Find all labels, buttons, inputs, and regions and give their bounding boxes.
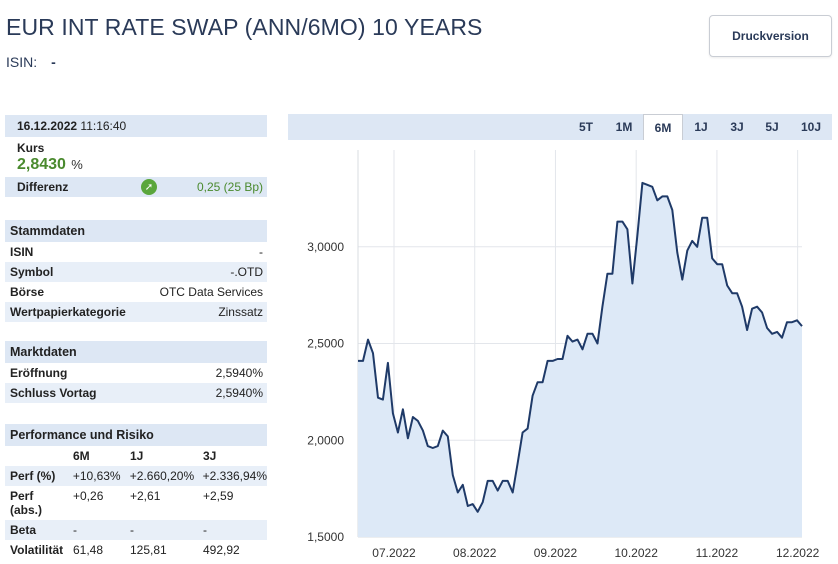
row-label: Beta: [10, 523, 37, 537]
price-chart[interactable]: 1,5000 2,0000 2,5000 3,0000 07.2022 08.2022 09…: [288, 114, 832, 564]
stammdaten-row: Börse OTC Data Services: [5, 282, 267, 302]
row-value: 2,5940%: [215, 386, 263, 400]
cell: -: [130, 523, 134, 537]
row-key: Börse: [10, 285, 45, 299]
stammdaten-heading: Stammdaten: [5, 220, 267, 242]
cell: +2.336,94%: [202, 469, 268, 483]
isin-value: -: [51, 54, 56, 70]
series-area: [358, 182, 802, 537]
stammdaten-row: ISIN -: [5, 242, 267, 262]
row-key: Symbol: [10, 265, 54, 279]
kurs-unit: %: [71, 157, 83, 172]
cell: 492,92: [203, 543, 240, 557]
difference-label: Differenz: [17, 180, 69, 194]
row-label: Perf (%): [10, 469, 56, 483]
kurs-label: Kurs: [17, 141, 45, 155]
cell: +2,59: [203, 489, 234, 503]
performance-row: Perf (abs.) +0,26 +2,61 +2,59: [5, 486, 267, 520]
x-tick-label: 11.2022: [696, 546, 739, 560]
tab-3j[interactable]: 3J: [730, 120, 744, 134]
performance-row: Perf (%) +10,63% +2.660,20% +2.336,94%: [5, 466, 267, 486]
cell: -: [203, 523, 207, 537]
row-label: Volatilität: [10, 543, 64, 557]
marktdaten-row: Eröffnung 2,5940%: [5, 363, 267, 383]
quote-date: 16.12.2022: [17, 119, 78, 133]
quote-datetime: 16.12.2022 11:16:40: [5, 115, 267, 137]
x-tick-label: 07.2022: [372, 546, 416, 560]
cell: 125,81: [130, 543, 167, 557]
x-tick-label: 10.2022: [614, 546, 658, 560]
series-line: [358, 181, 803, 513]
page-title: EUR INT RATE SWAP (ANN/6MO) 10 YEARS: [6, 14, 483, 40]
tab-1m[interactable]: 1M: [615, 120, 633, 134]
tab-5j[interactable]: 5J: [765, 120, 779, 134]
isin-line: ISIN: -: [6, 54, 56, 70]
kurs-value-line: 2,8430 %: [5, 156, 267, 174]
x-tick-label: 12.2022: [776, 546, 820, 560]
x-tick-label: 09.2022: [534, 546, 578, 560]
row-value: OTC Data Services: [159, 285, 263, 299]
row-key: Wertpapierkategorie: [10, 305, 126, 319]
chart-panel: 5T 1M 6M 1J 3J 5J 10J 1,5000 2,0000 2,5000…: [288, 114, 832, 564]
performance-header-row: 6M 1J 3J: [5, 446, 267, 466]
cell: -: [73, 523, 77, 537]
y-tick-label: 2,0000: [307, 433, 344, 447]
column-header: 6M: [73, 449, 90, 463]
tab-6m[interactable]: 6M: [643, 114, 683, 140]
row-value: 2,5940%: [215, 366, 263, 380]
x-tick-label: 08.2022: [453, 546, 497, 560]
y-tick-label: 1,5000: [307, 530, 344, 544]
row-value: -: [259, 245, 263, 259]
stammdaten-row: Wertpapierkategorie Zinssatz: [5, 302, 267, 322]
marktdaten-heading: Marktdaten: [5, 341, 267, 363]
performance-row: Beta - - -: [5, 520, 267, 540]
marktdaten-row: Schluss Vortag 2,5940%: [5, 383, 267, 403]
stammdaten-row: Symbol -.OTD: [5, 262, 267, 282]
tab-1j[interactable]: 1J: [694, 120, 708, 134]
print-version-button[interactable]: Druckversion: [709, 15, 832, 57]
column-header: 1J: [130, 449, 144, 463]
row-label: Perf (abs.): [10, 489, 43, 517]
cell: +0,26: [73, 489, 104, 503]
cell: 61,48: [73, 543, 104, 557]
performance-heading: Performance und Risiko: [5, 424, 267, 446]
cell: +2,61: [130, 489, 161, 503]
isin-label: ISIN:: [6, 54, 38, 70]
column-header: 3J: [203, 449, 217, 463]
row-key: ISIN: [10, 245, 34, 259]
left-panel: 16.12.2022 11:16:40 Kurs 2,8430 % Differ…: [5, 115, 267, 560]
tab-10j[interactable]: 10J: [800, 120, 822, 134]
y-tick-label: 2,5000: [307, 337, 344, 351]
y-tick-label: 3,0000: [307, 240, 344, 254]
row-value: -.OTD: [230, 265, 263, 279]
difference-row: Differenz ➚ 0,25 (25 Bp): [5, 177, 267, 197]
row-key: Eröffnung: [10, 366, 68, 380]
quote-time: 11:16:40: [80, 119, 127, 133]
arrow-up-right-icon: ➚: [140, 179, 157, 195]
row-key: Schluss Vortag: [10, 386, 97, 400]
period-tabbar: 5T 1M 6M 1J 3J 5J 10J: [288, 114, 832, 140]
cell: +10,63%: [72, 469, 121, 483]
row-value: Zinssatz: [218, 305, 263, 319]
cell: +2.660,20%: [129, 469, 195, 483]
difference-value: 0,25 (25 Bp): [196, 180, 263, 194]
kurs-value: 2,8430: [17, 156, 66, 173]
tab-5t[interactable]: 5T: [578, 120, 593, 134]
performance-row: Volatilität 61,48 125,81 492,92: [5, 540, 267, 560]
